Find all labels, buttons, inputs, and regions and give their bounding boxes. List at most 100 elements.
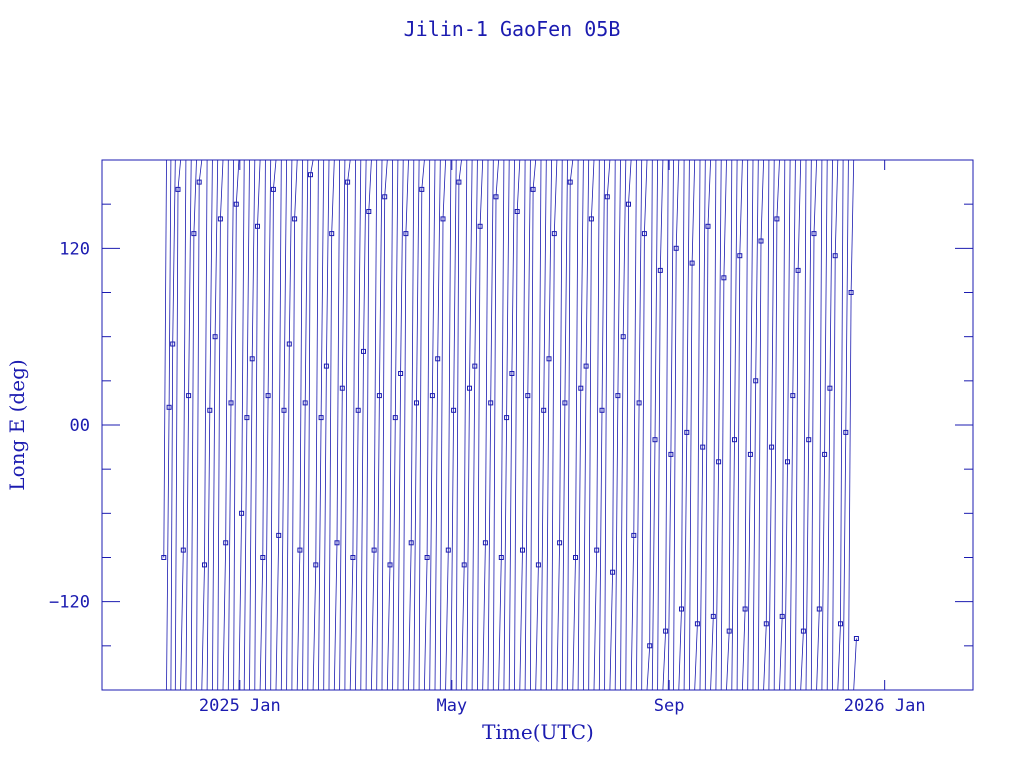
data-point: [281, 407, 287, 413]
data-point: [832, 253, 838, 259]
data-point: [694, 621, 700, 627]
data-point: [679, 606, 684, 612]
y-tick-label: −120: [49, 593, 90, 613]
data-point: [244, 415, 250, 421]
x-axis-label: Time(UTC): [482, 720, 594, 744]
data-point: [588, 216, 594, 222]
data-point: [345, 179, 351, 185]
data-point: [161, 555, 167, 560]
data-point: [217, 216, 223, 222]
data-point: [769, 444, 775, 450]
data-point: [419, 186, 425, 192]
data-point: [265, 393, 271, 399]
data-point: [249, 356, 255, 362]
data-point: [196, 179, 202, 185]
data-point: [732, 437, 737, 443]
data-point: [806, 437, 812, 443]
data-point: [482, 540, 488, 546]
data-point: [286, 341, 292, 347]
data-point: [737, 253, 743, 259]
data-point: [848, 290, 854, 295]
data-point: [334, 540, 340, 546]
data-point: [318, 415, 324, 421]
data-point: [779, 613, 785, 619]
data-point: [726, 628, 732, 634]
data-point: [392, 415, 398, 421]
data-point: [626, 201, 631, 207]
data-point: [530, 186, 536, 192]
data-point: [313, 562, 319, 568]
data-point: [461, 562, 467, 568]
data-point: [514, 209, 520, 214]
data-point: [180, 547, 186, 553]
data-point: [742, 606, 748, 612]
data-point: [255, 223, 260, 229]
data-point: [435, 356, 441, 362]
data-point: [647, 643, 653, 649]
data-point: [546, 356, 552, 362]
data-point: [408, 540, 414, 546]
data-layer: [161, 159, 859, 691]
data-point: [414, 400, 419, 406]
data-point: [509, 371, 515, 376]
data-point: [175, 186, 181, 192]
data-point: [202, 562, 207, 568]
data-point: [710, 613, 716, 619]
data-point: [610, 569, 616, 575]
data-point: [800, 628, 806, 634]
data-point: [758, 238, 764, 244]
data-point: [594, 547, 600, 553]
data-point: [382, 194, 388, 200]
data-point: [620, 334, 626, 340]
data-point: [350, 555, 356, 560]
data-point: [451, 407, 457, 413]
data-point: [700, 444, 706, 450]
data-point: [641, 231, 647, 237]
data-point: [785, 459, 790, 465]
data-point: [663, 628, 669, 634]
data-point: [186, 393, 192, 399]
data-point: [504, 415, 510, 421]
data-point: [541, 407, 547, 413]
x-tick-label: Sep: [654, 696, 685, 716]
data-point: [557, 540, 563, 546]
data-point: [403, 231, 409, 237]
data-point: [228, 400, 234, 406]
data-point: [472, 363, 478, 369]
data-point: [456, 179, 462, 185]
data-point: [567, 179, 573, 185]
data-point: [753, 378, 759, 384]
x-axis: 2025 Jan May Sep 2026 Jan: [199, 160, 926, 716]
x-tick-label: 2026 Jan: [844, 696, 926, 716]
data-point: [525, 393, 531, 399]
data-point: [323, 363, 329, 369]
data-point: [398, 371, 404, 376]
data-point: [578, 385, 584, 391]
data-point: [292, 216, 298, 222]
data-point: [853, 636, 859, 641]
data-point: [166, 404, 172, 410]
data-point: [716, 459, 722, 465]
x-tick-label: May: [436, 696, 467, 716]
data-point: [774, 216, 780, 222]
data-point: [843, 429, 849, 435]
data-point: [387, 562, 393, 568]
data-point: [631, 532, 637, 538]
data-point: [207, 407, 213, 413]
data-point: [376, 393, 382, 399]
data-point: [366, 209, 372, 214]
data-point: [816, 606, 822, 612]
data-point: [535, 562, 541, 568]
data-point: [822, 451, 828, 457]
data-point: [233, 201, 239, 207]
data-point: [689, 260, 695, 266]
data-point: [424, 555, 430, 560]
data-point: [790, 393, 796, 399]
data-point: [329, 231, 335, 237]
y-tick-label: 120: [59, 239, 90, 259]
data-point: [477, 223, 483, 229]
data-point: [673, 245, 679, 251]
data-point: [636, 400, 642, 406]
data-point: [573, 555, 578, 560]
